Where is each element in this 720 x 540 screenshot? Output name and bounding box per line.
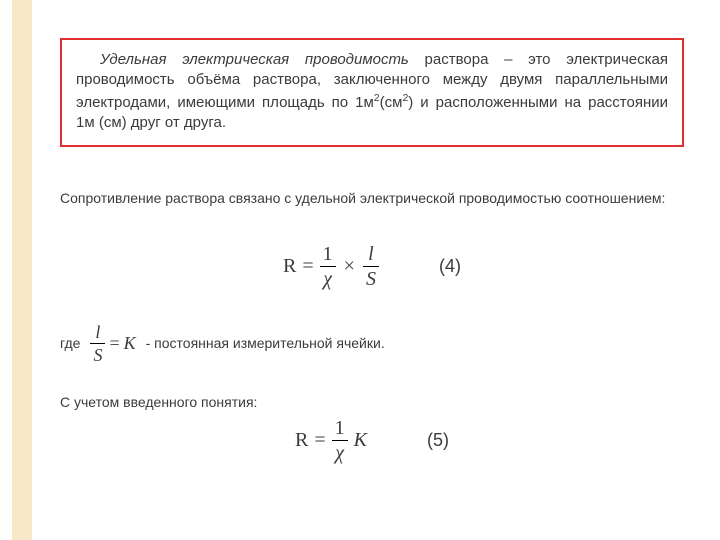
eq4-num-l: l xyxy=(365,244,377,264)
eq4-label: (4) xyxy=(439,256,461,277)
where-equals: = xyxy=(109,333,119,354)
eq5-R: R xyxy=(295,429,308,452)
where-num-l: l xyxy=(92,323,103,341)
where-post: - постоянная измерительной ячейки. xyxy=(146,335,385,351)
eq4-times: × xyxy=(342,255,357,278)
eq4-frac-l-S: l S xyxy=(363,244,379,289)
where-line: где l S = K - постоянная измерительной я… xyxy=(60,323,684,364)
equation-4: R = 1 χ × l S xyxy=(283,244,379,289)
definition-box: Удельная электрическая проводимость раст… xyxy=(60,38,684,147)
frac-bar xyxy=(320,266,336,267)
eq4-den-S: S xyxy=(363,269,379,289)
eq5-equals: = xyxy=(314,429,325,452)
eq4-R: R xyxy=(283,255,296,278)
frac-bar xyxy=(363,266,379,267)
where-frac-l-S: l S xyxy=(90,323,105,364)
definition-term: Удельная электрическая проводимость xyxy=(100,51,409,68)
paragraph-1: Сопротивление раствора связано с удельно… xyxy=(60,189,684,208)
eq5-den-chi: χ xyxy=(332,443,347,463)
decorative-side-strip xyxy=(12,0,32,540)
where-den-S: S xyxy=(90,346,105,364)
equation-5-row: R = 1 χ K (5) xyxy=(60,418,684,463)
frac-bar xyxy=(90,343,105,344)
where-equation: l S = K xyxy=(90,323,135,364)
eq4-equals: = xyxy=(302,255,313,278)
eq4-den-chi: χ xyxy=(320,269,335,289)
eq5-label: (5) xyxy=(427,430,449,451)
definition-paren-a: (см xyxy=(380,94,403,111)
eq4-num-1: 1 xyxy=(320,244,336,264)
equation-5: R = 1 χ K xyxy=(295,418,367,463)
where-pre: где xyxy=(60,335,80,351)
slide-page: Удельная электрическая проводимость раст… xyxy=(0,0,720,540)
eq5-num-1: 1 xyxy=(332,418,348,438)
equation-4-row: R = 1 χ × l S (4) xyxy=(60,244,684,289)
eq4-frac-1-chi: 1 χ xyxy=(320,244,336,289)
frac-bar xyxy=(332,440,348,441)
where-K: K xyxy=(124,333,136,354)
eq5-frac-1-chi: 1 χ xyxy=(332,418,348,463)
paragraph-2: С учетом введенного понятия: xyxy=(60,394,684,410)
eq5-K: K xyxy=(354,429,367,452)
